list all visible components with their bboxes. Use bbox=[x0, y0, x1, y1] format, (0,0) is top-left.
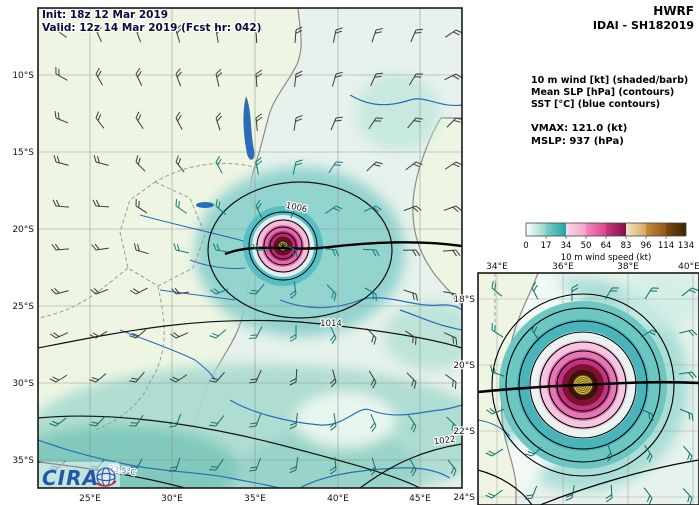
lon-label: 45°E bbox=[409, 494, 431, 504]
main-map-frame bbox=[37, 7, 463, 489]
init-time-label: Init: 18z 12 Mar 2019 bbox=[42, 9, 168, 21]
inset-river bbox=[478, 419, 511, 437]
lat-label: 30°S bbox=[12, 379, 34, 389]
legend-sst: SST [°C] (blue contours) bbox=[531, 99, 660, 110]
inset-lat-label: 22°S bbox=[453, 427, 475, 437]
cira-logo: CIRA bbox=[38, 462, 120, 490]
colorbar: 0 17 34 50 64 83 96 114 134 10 m wind sp… bbox=[523, 222, 694, 263]
cyclone-inset bbox=[478, 293, 699, 505]
colorbar-label: 10 m wind speed (kt) bbox=[561, 253, 652, 263]
cb-tick: 134 bbox=[678, 241, 694, 251]
slp-label-1022: 1022 bbox=[433, 435, 456, 448]
vmax-value: VMAX: 121.0 (kt) bbox=[531, 123, 627, 134]
inset-lat-label: 20°S bbox=[453, 361, 475, 371]
cb-tick: 17 bbox=[541, 241, 552, 251]
cb-tick: 50 bbox=[581, 241, 592, 251]
inset-map-frame bbox=[477, 272, 699, 505]
cb-tick: 34 bbox=[561, 241, 572, 251]
lon-label: 35°E bbox=[244, 494, 266, 504]
globe-icon bbox=[95, 467, 117, 487]
storm-name: IDAI - SH182019 bbox=[593, 19, 694, 32]
model-name: HWRF bbox=[653, 4, 694, 18]
cb-tick: 96 bbox=[641, 241, 652, 251]
inset-lon-label: 38°E bbox=[617, 262, 639, 272]
inset-lon-label: 36°E bbox=[552, 262, 574, 272]
colorbar-tickmarks bbox=[545, 236, 667, 239]
country-borders bbox=[38, 162, 259, 431]
inset-lon-label: 34°E bbox=[486, 262, 508, 272]
cb-tick: 64 bbox=[601, 241, 612, 251]
lat-label: 20°S bbox=[12, 225, 34, 235]
cyclone-main bbox=[224, 206, 462, 286]
lat-label: 35°S bbox=[12, 456, 34, 466]
legend-wind: 10 m wind [kt] (shaded/barb) bbox=[531, 75, 688, 86]
legend-slp: Mean SLP [hPa] (contours) bbox=[531, 87, 674, 98]
cb-tick: 114 bbox=[658, 241, 674, 251]
colorbar-ticks: 0 17 34 50 64 83 96 114 134 bbox=[523, 241, 694, 251]
cb-tick: 83 bbox=[621, 241, 632, 251]
lat-label: 15°S bbox=[12, 148, 34, 158]
inset-axis-labels: 34°E 36°E 38°E 40°E 18°S 20°S 22°S 24°S bbox=[452, 262, 699, 504]
lon-label: 30°E bbox=[161, 494, 183, 504]
inset-lat-label: 18°S bbox=[453, 295, 475, 305]
legend-block: 10 m wind [kt] (shaded/barb) Mean SLP [h… bbox=[531, 75, 688, 147]
lon-label: 25°E bbox=[79, 494, 101, 504]
mslp-value: MSLP: 937 (hPa) bbox=[531, 136, 624, 147]
cb-tick: 0 bbox=[523, 241, 528, 251]
colorbar-gradient bbox=[525, 222, 687, 237]
logo-text: CIRA bbox=[42, 466, 99, 490]
main-axis-labels: 10°S 15°S 20°S 25°S 30°S 35°S 25°E 30°E … bbox=[12, 71, 431, 504]
slp-label-1014: 1014 bbox=[320, 319, 342, 329]
inset-lat-label: 24°S bbox=[453, 493, 475, 503]
main-map: 1014 1022 1006 23.5°C Init: 18z 12 Mar 2… bbox=[38, 8, 462, 490]
header-block: HWRF IDAI - SH182019 bbox=[593, 4, 694, 32]
run-info: Init: 18z 12 Mar 2019 Valid: 12z 14 Mar … bbox=[41, 8, 263, 35]
lat-label: 10°S bbox=[12, 71, 34, 81]
lat-label: 25°S bbox=[12, 302, 34, 312]
valid-time-label: Valid: 12z 14 Mar 2019 (Fcst hr: 042) bbox=[42, 22, 261, 34]
lon-label: 40°E bbox=[327, 494, 349, 504]
inset-lon-label: 40°E bbox=[678, 262, 699, 272]
inset-map bbox=[478, 273, 699, 505]
